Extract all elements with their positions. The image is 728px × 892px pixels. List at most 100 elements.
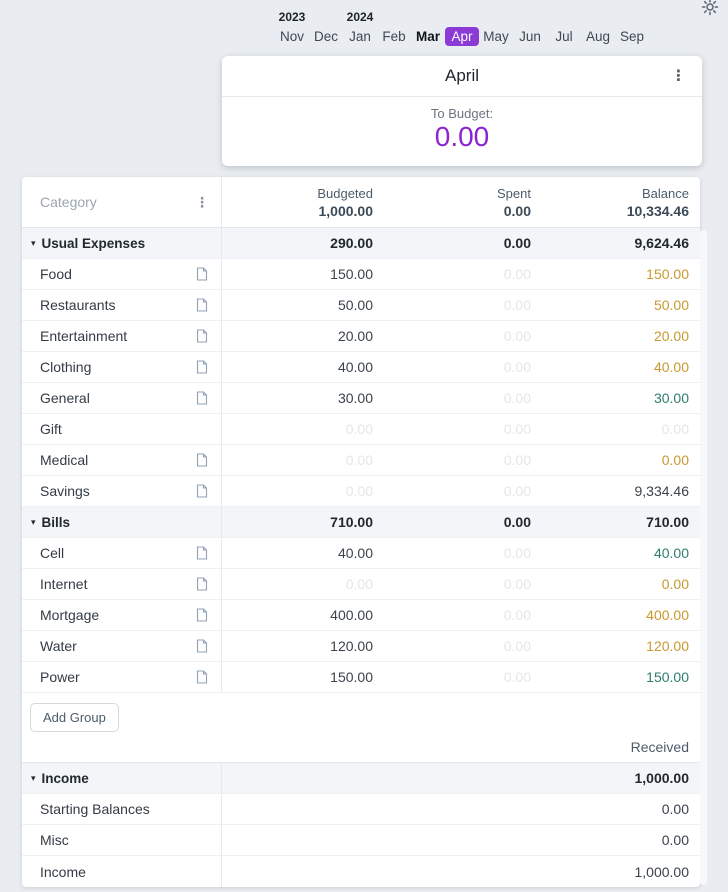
budgeted-cell[interactable]: 120.00	[330, 638, 373, 654]
note-icon[interactable]	[196, 639, 208, 653]
budgeted-cell[interactable]: 150.00	[330, 669, 373, 685]
category-name[interactable]: General	[40, 390, 90, 406]
balance-cell[interactable]: 40.00	[653, 545, 689, 561]
group-row-bills: ▾ Bills 710.00 0.00 710.00	[22, 507, 700, 538]
category-name[interactable]: Clothing	[40, 359, 92, 375]
month-dec[interactable]: Dec	[313, 29, 338, 44]
month-may[interactable]: May	[483, 29, 509, 44]
received-cell[interactable]: 0.00	[661, 801, 689, 817]
spent-cell[interactable]: 0.00	[503, 576, 531, 592]
balance-cell[interactable]: 50.00	[653, 297, 689, 313]
budgeted-cell[interactable]: 150.00	[330, 266, 373, 282]
category-header-label: Category	[40, 194, 97, 210]
category-name[interactable]: Food	[40, 266, 72, 282]
group-name[interactable]: Usual Expenses	[41, 235, 146, 251]
spent-cell[interactable]: 0.00	[503, 669, 531, 685]
collapse-arrow-icon[interactable]: ▾	[31, 237, 36, 248]
month-jun[interactable]: Jun	[519, 29, 541, 44]
to-budget-amount[interactable]: 0.00	[434, 121, 490, 152]
note-icon[interactable]	[196, 546, 208, 560]
category-name[interactable]: Restaurants	[40, 297, 116, 313]
spent-cell[interactable]: 0.00	[503, 483, 531, 499]
budgeted-cell[interactable]: 20.00	[337, 328, 373, 344]
spent-cell[interactable]: 0.00	[503, 390, 531, 406]
spent-cell[interactable]: 0.00	[503, 607, 531, 623]
category-name[interactable]: Power	[40, 669, 80, 685]
to-budget-label: To Budget:	[430, 106, 494, 121]
note-icon[interactable]	[196, 608, 208, 622]
month-jan[interactable]: Jan	[349, 29, 371, 44]
budgeted-cell[interactable]: 0.00	[345, 576, 373, 592]
month-apr-selected[interactable]: Apr	[445, 26, 479, 48]
note-icon[interactable]	[196, 453, 208, 467]
balance-cell[interactable]: 120.00	[646, 638, 689, 654]
balance-cell[interactable]: 9,334.46	[634, 483, 690, 499]
note-icon[interactable]	[196, 298, 208, 312]
category-menu-kebab-icon[interactable]: ⋮	[195, 193, 209, 210]
budgeted-cell[interactable]: 400.00	[330, 607, 373, 623]
category-row-starting-balances: Starting Balances 0.00	[22, 794, 700, 825]
budgeted-cell[interactable]: 40.00	[337, 545, 373, 561]
month-sep[interactable]: Sep	[619, 29, 645, 44]
spent-cell[interactable]: 0.00	[503, 328, 531, 344]
scrollbar[interactable]	[700, 230, 707, 885]
category-name[interactable]: Entertainment	[40, 328, 128, 344]
month-aug[interactable]: Aug	[585, 29, 611, 44]
collapse-arrow-icon[interactable]: ▾	[31, 772, 36, 783]
category-name[interactable]: Starting Balances	[40, 801, 150, 817]
balance-cell[interactable]: 30.00	[653, 390, 689, 406]
month-card-body: To Budget: 0.00	[222, 97, 702, 153]
category-name[interactable]: Income	[40, 863, 86, 880]
balance-cell[interactable]: 0.00	[661, 576, 689, 592]
balance-cell[interactable]: 150.00	[646, 266, 689, 282]
category-name[interactable]: Internet	[40, 576, 88, 592]
balance-cell[interactable]: 40.00	[653, 359, 689, 375]
note-icon[interactable]	[196, 391, 208, 405]
spent-cell[interactable]: 0.00	[503, 545, 531, 561]
spent-cell[interactable]: 0.00	[503, 359, 531, 375]
group-budgeted: 290.00	[330, 235, 373, 251]
spent-cell[interactable]: 0.00	[503, 421, 531, 437]
month-jul[interactable]: Jul	[555, 29, 573, 44]
category-name[interactable]: Mortgage	[40, 607, 100, 623]
add-group-button[interactable]: Add Group	[30, 703, 119, 732]
month-menu-kebab-icon[interactable]: ⋮	[671, 67, 686, 85]
budgeted-cell[interactable]: 0.00	[345, 452, 373, 468]
balance-cell[interactable]: 0.00	[661, 421, 689, 437]
balance-cell[interactable]: 0.00	[661, 452, 689, 468]
collapse-arrow-icon[interactable]: ▾	[31, 516, 36, 527]
balance-cell[interactable]: 150.00	[646, 669, 689, 685]
note-icon[interactable]	[196, 267, 208, 281]
month-nov[interactable]: Nov	[279, 29, 304, 44]
month-feb[interactable]: Feb	[382, 29, 406, 44]
spent-cell[interactable]: 0.00	[503, 452, 531, 468]
group-name[interactable]: Bills	[41, 514, 71, 530]
category-name[interactable]: Medical	[40, 452, 89, 468]
spent-cell[interactable]: 0.00	[503, 638, 531, 654]
budgeted-cell[interactable]: 0.00	[345, 483, 373, 499]
budgeted-cell[interactable]: 0.00	[345, 421, 373, 437]
category-name[interactable]: Gift	[40, 421, 62, 437]
group-name[interactable]: Income	[41, 770, 89, 786]
category-name[interactable]: Misc	[40, 832, 69, 848]
budgeted-cell[interactable]: 40.00	[337, 359, 373, 375]
spent-cell[interactable]: 0.00	[503, 297, 531, 313]
balance-cell[interactable]: 20.00	[653, 328, 689, 344]
group-balance: 9,624.46	[634, 235, 690, 251]
category-name[interactable]: Water	[40, 638, 77, 654]
note-icon[interactable]	[196, 360, 208, 374]
budgeted-cell[interactable]: 30.00	[337, 390, 373, 406]
balance-cell[interactable]: 400.00	[646, 607, 689, 623]
note-icon[interactable]	[196, 670, 208, 684]
received-cell[interactable]: 1,000.00	[634, 863, 690, 880]
note-icon[interactable]	[196, 329, 208, 343]
note-icon[interactable]	[196, 484, 208, 498]
category-name[interactable]: Savings	[40, 483, 90, 499]
theme-toggle-button[interactable]	[701, 0, 719, 16]
spent-cell[interactable]: 0.00	[503, 266, 531, 282]
note-icon[interactable]	[196, 577, 208, 591]
category-name[interactable]: Cell	[40, 545, 65, 561]
received-cell[interactable]: 0.00	[661, 832, 689, 848]
month-mar[interactable]: Mar	[415, 29, 440, 44]
budgeted-cell[interactable]: 50.00	[337, 297, 373, 313]
